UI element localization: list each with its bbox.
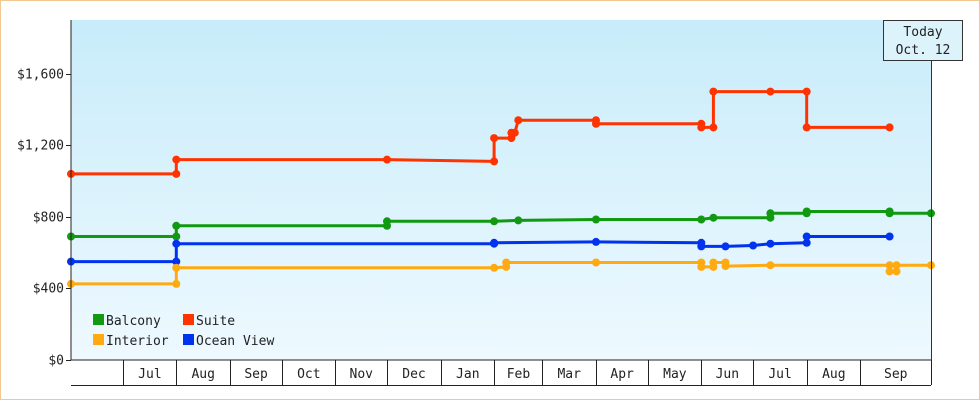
data-point	[592, 258, 600, 267]
data-point	[697, 262, 706, 271]
data-point	[172, 239, 181, 248]
legend-label: Interior	[106, 334, 169, 349]
data-point	[721, 242, 730, 251]
plot-area	[71, 20, 931, 360]
data-point	[697, 242, 706, 251]
data-point	[490, 217, 499, 226]
y-tick-label: $1,200	[17, 139, 64, 154]
data-point	[892, 261, 901, 270]
month-label: Apr	[610, 367, 634, 382]
data-point	[172, 169, 181, 178]
data-point	[885, 209, 894, 218]
data-point	[172, 263, 181, 272]
legend-label: Balcony	[106, 314, 161, 329]
data-point	[502, 258, 511, 267]
month-label: Jul	[768, 367, 791, 382]
month-label: Sep	[244, 367, 268, 382]
data-point	[697, 123, 706, 132]
data-point	[749, 241, 758, 250]
y-tick-label: $0	[48, 354, 64, 369]
y-tick-label: $800	[33, 211, 64, 226]
data-point	[383, 217, 391, 226]
legend-label: Suite	[196, 314, 235, 329]
data-point	[383, 155, 391, 164]
month-label: Jul	[138, 367, 161, 382]
legend-swatch	[183, 334, 194, 345]
data-point	[172, 279, 181, 288]
data-point	[885, 267, 894, 276]
data-point	[592, 215, 600, 224]
data-point	[514, 216, 523, 225]
data-point	[802, 207, 811, 216]
data-point	[766, 261, 775, 270]
data-point	[885, 232, 894, 241]
data-point	[709, 87, 718, 96]
data-point	[709, 258, 718, 267]
data-point	[802, 87, 811, 96]
month-label: May	[663, 367, 687, 382]
month-label: Nov	[350, 367, 374, 382]
data-point	[885, 261, 894, 270]
data-point	[490, 238, 499, 247]
data-point	[514, 116, 523, 125]
data-point	[766, 87, 775, 96]
month-label: Oct	[297, 367, 320, 382]
month-label: Aug	[191, 367, 214, 382]
month-label: Dec	[402, 367, 425, 382]
today-date: Oct. 12	[896, 43, 951, 58]
data-point	[490, 134, 499, 143]
data-point	[709, 123, 718, 132]
today-label: Today	[903, 25, 942, 40]
data-point	[490, 157, 499, 166]
data-point	[592, 237, 600, 246]
data-point	[721, 262, 730, 271]
data-point	[802, 238, 811, 247]
data-point	[709, 213, 718, 222]
data-point	[172, 257, 181, 266]
data-point	[592, 119, 600, 128]
legend-swatch	[93, 314, 104, 325]
month-label: Feb	[507, 367, 531, 382]
month-label: Sep	[884, 367, 908, 382]
month-label: Aug	[822, 367, 845, 382]
data-point	[697, 215, 706, 224]
data-point	[766, 209, 775, 218]
legend-swatch	[93, 334, 104, 345]
y-tick-label: $1,600	[17, 68, 64, 83]
y-tick-label: $400	[33, 282, 64, 297]
data-point	[885, 123, 894, 132]
data-point	[892, 267, 901, 276]
data-point	[490, 263, 499, 272]
legend-label: Ocean View	[196, 334, 274, 349]
series-line-suite	[71, 90, 890, 176]
data-point	[172, 232, 181, 241]
month-label: Mar	[557, 367, 581, 382]
data-point	[802, 232, 811, 241]
data-point	[172, 155, 181, 164]
data-point	[802, 123, 811, 132]
data-point	[172, 221, 181, 230]
month-label: Jan	[456, 367, 479, 382]
legend-swatch	[183, 314, 194, 325]
data-point	[766, 239, 775, 248]
month-label: Jun	[716, 367, 739, 382]
data-point	[510, 128, 519, 137]
today-box	[883, 20, 963, 61]
